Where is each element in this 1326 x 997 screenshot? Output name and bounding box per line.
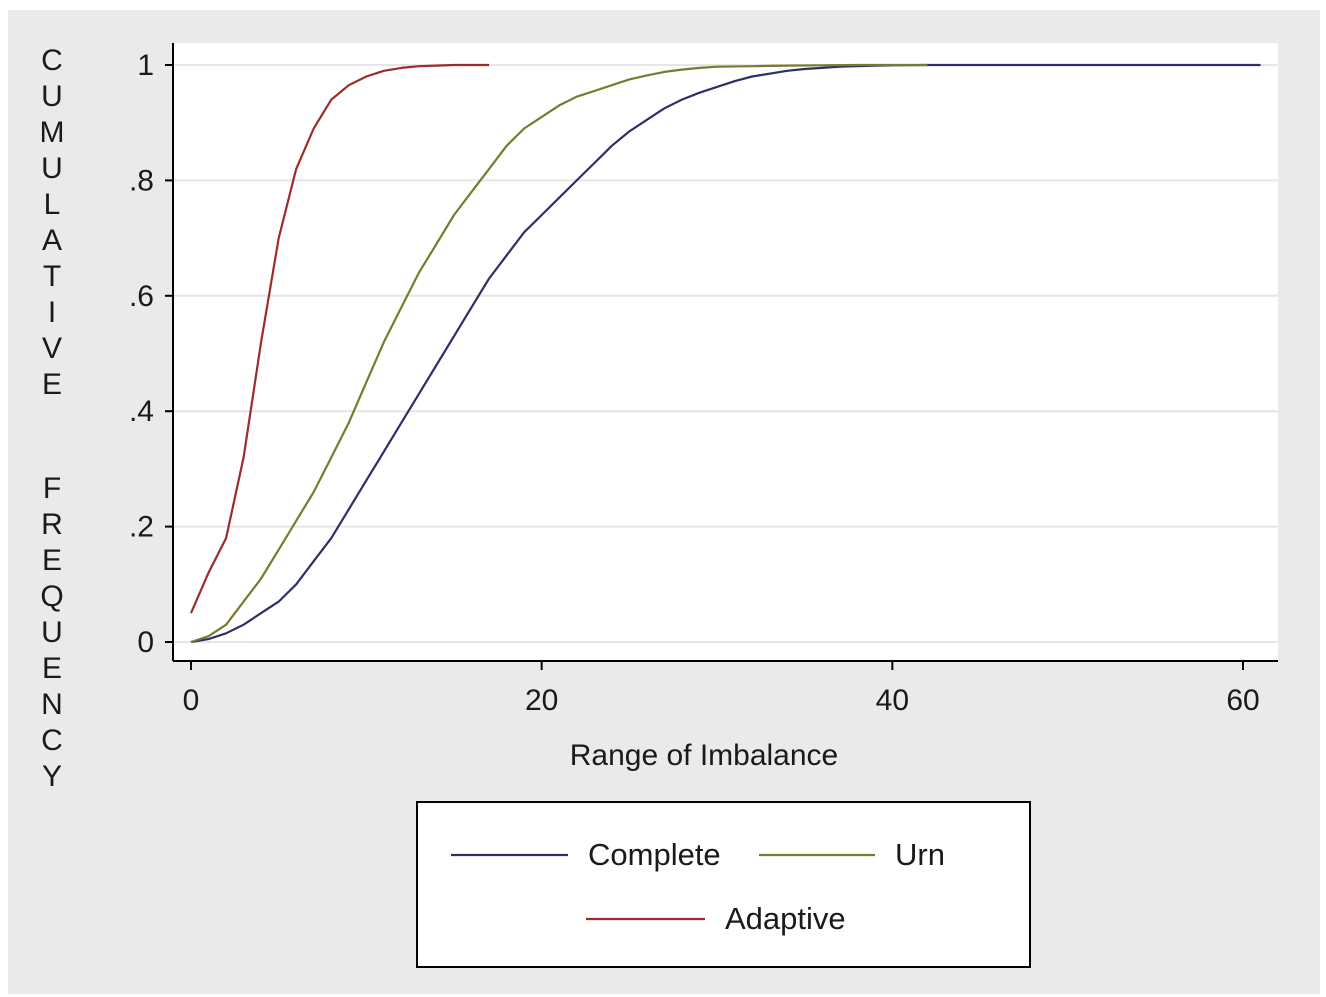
legend-label-complete: Complete	[588, 837, 721, 872]
x-axis-title: Range of Imbalance	[570, 739, 839, 772]
series-line-adaptive	[189, 63, 490, 614]
legend-label-adaptive: Adaptive	[725, 901, 846, 936]
x-axis-ticks: 0 20 40 60	[183, 661, 1260, 717]
x-tick-label: 40	[876, 684, 909, 717]
plot-background	[173, 43, 1278, 661]
y-tick-label: .6	[129, 280, 154, 313]
legend-box	[416, 801, 1031, 968]
y-tick-label: .4	[129, 395, 154, 428]
y-tick-label: .8	[129, 164, 154, 197]
y-tick-label: 0	[137, 626, 154, 659]
x-tick-label: 0	[183, 684, 200, 717]
gridlines	[173, 64, 1278, 643]
legend: Complete Urn Adaptive	[451, 837, 945, 936]
y-tick-label: 1	[137, 49, 154, 82]
y-axis-ticks: 0 .2 .4 .6 .8 1	[129, 49, 173, 659]
series-lines	[189, 63, 1261, 644]
legend-label-urn: Urn	[895, 837, 945, 872]
x-tick-label: 60	[1226, 684, 1259, 717]
y-tick-label: .2	[129, 511, 154, 544]
x-tick-label: 20	[525, 684, 558, 717]
